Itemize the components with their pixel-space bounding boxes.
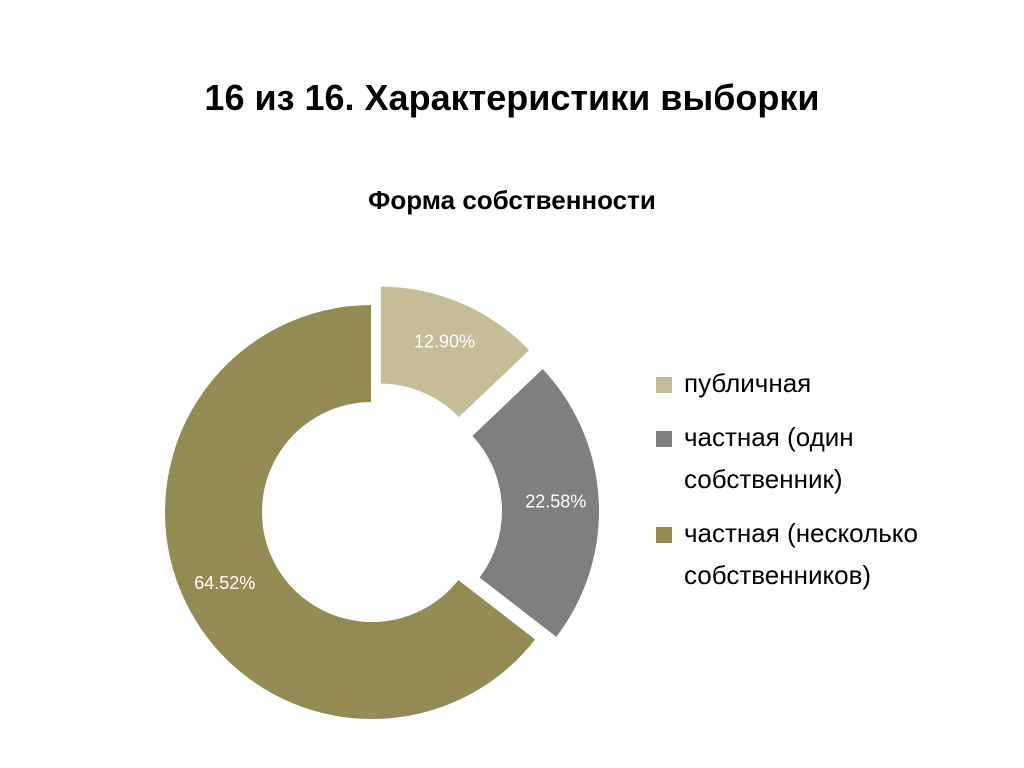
legend-item-public: публичная (656, 362, 996, 404)
slice-private-multiple (163, 303, 538, 721)
legend-label-private-single: частная (один собственник) (684, 422, 854, 494)
chart-title: Форма собственности (368, 185, 656, 215)
legend-item-private-single: частная (один собственник) (656, 416, 996, 500)
legend-swatch-public (656, 377, 672, 393)
legend-swatch-private-single (656, 431, 672, 447)
data-label-private-multiple: 64.52% (194, 573, 255, 593)
legend-label-public: публичная (684, 368, 812, 398)
labels-layer: 12.90% 22.58% 64.52% (194, 332, 586, 593)
data-label-private-single: 22.58% (525, 491, 586, 511)
chart-legend: публичная частная (один собственник) час… (656, 362, 996, 596)
slice-private-single (469, 366, 601, 640)
slices-layer (163, 284, 601, 721)
legend-swatch-private-multiple (656, 527, 672, 543)
slide-title: 16 из 16. Характеристики выборки (204, 77, 820, 118)
legend-item-private-multiple: частная (несколько собственников) (656, 512, 996, 596)
data-label-public: 12.90% (414, 332, 475, 352)
legend-label-private-multiple: частная (несколько собственников) (684, 518, 918, 590)
slice-public (378, 284, 532, 420)
